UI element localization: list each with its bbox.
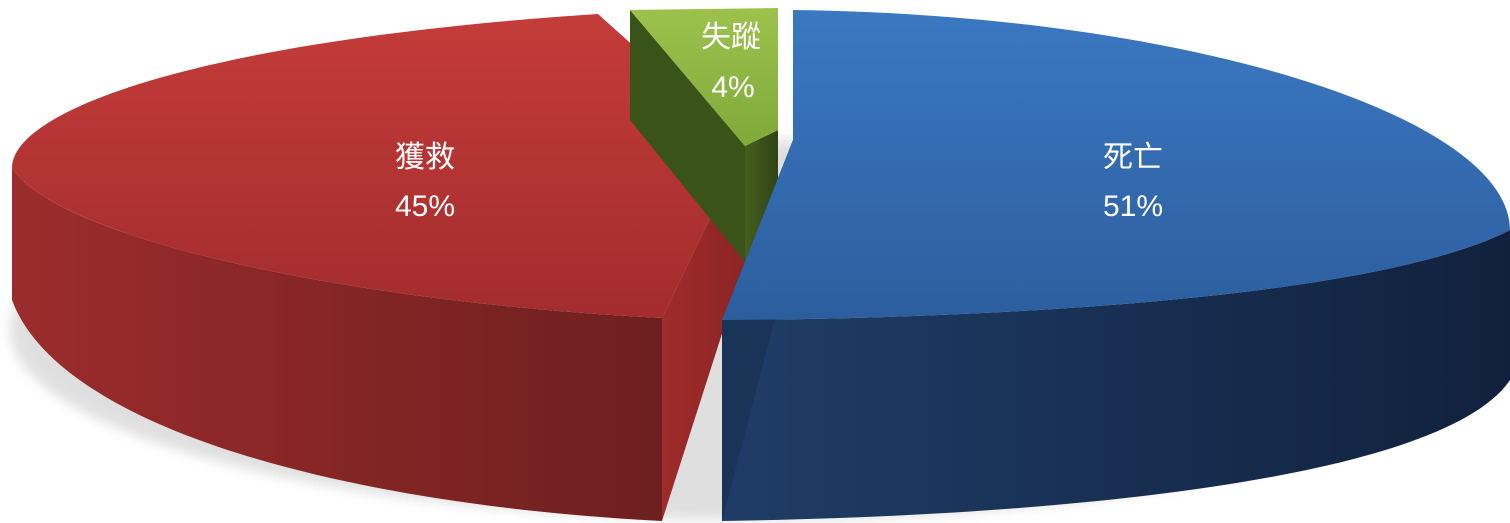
slice-missing-top <box>630 8 778 146</box>
label-rescued-category: 獲救 <box>395 141 455 174</box>
slice-rescued <box>12 14 745 521</box>
slice-dead-side <box>722 230 1510 521</box>
slice-dead-top <box>722 10 1510 320</box>
slice-missing <box>630 8 778 262</box>
label-dead-value: 51% <box>1103 190 1163 223</box>
slice-dead <box>722 10 1510 521</box>
label-dead-category: 死亡 <box>1103 141 1163 174</box>
label-missing-category: 失蹤 <box>701 21 761 54</box>
slice-rescued-top <box>12 14 745 318</box>
slice-rescued-face <box>662 146 745 521</box>
label-rescued-value: 45% <box>395 190 455 223</box>
slice-rescued-side <box>12 168 662 521</box>
label-missing-value: 4% <box>711 71 754 104</box>
slice-missing-face <box>630 10 745 262</box>
